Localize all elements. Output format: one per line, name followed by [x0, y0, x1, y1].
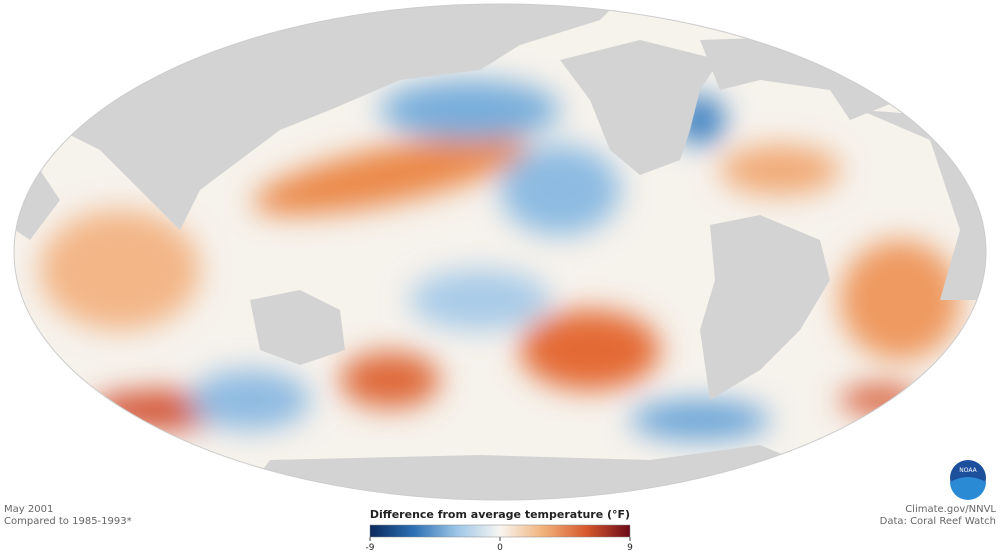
colorbar-tick-label: 9 [627, 543, 633, 553]
source-credit: Climate.gov/NNVL [905, 504, 996, 515]
logo-wave [950, 477, 986, 500]
noaa-logo: NOAA [950, 460, 986, 500]
date-label: May 2001 [4, 504, 53, 515]
data-credit: Data: Coral Reef Watch [880, 516, 996, 527]
colorbar-title: Difference from average temperature (°F) [370, 508, 630, 521]
globe-outline [13, 3, 987, 501]
colorbar [369, 524, 631, 538]
colorbar-tick-label: -9 [366, 543, 375, 553]
baseline-label: Compared to 1985-1993* [4, 516, 132, 527]
colorbar-tick-label: 0 [497, 543, 503, 553]
logo-text: NOAA [959, 467, 977, 474]
